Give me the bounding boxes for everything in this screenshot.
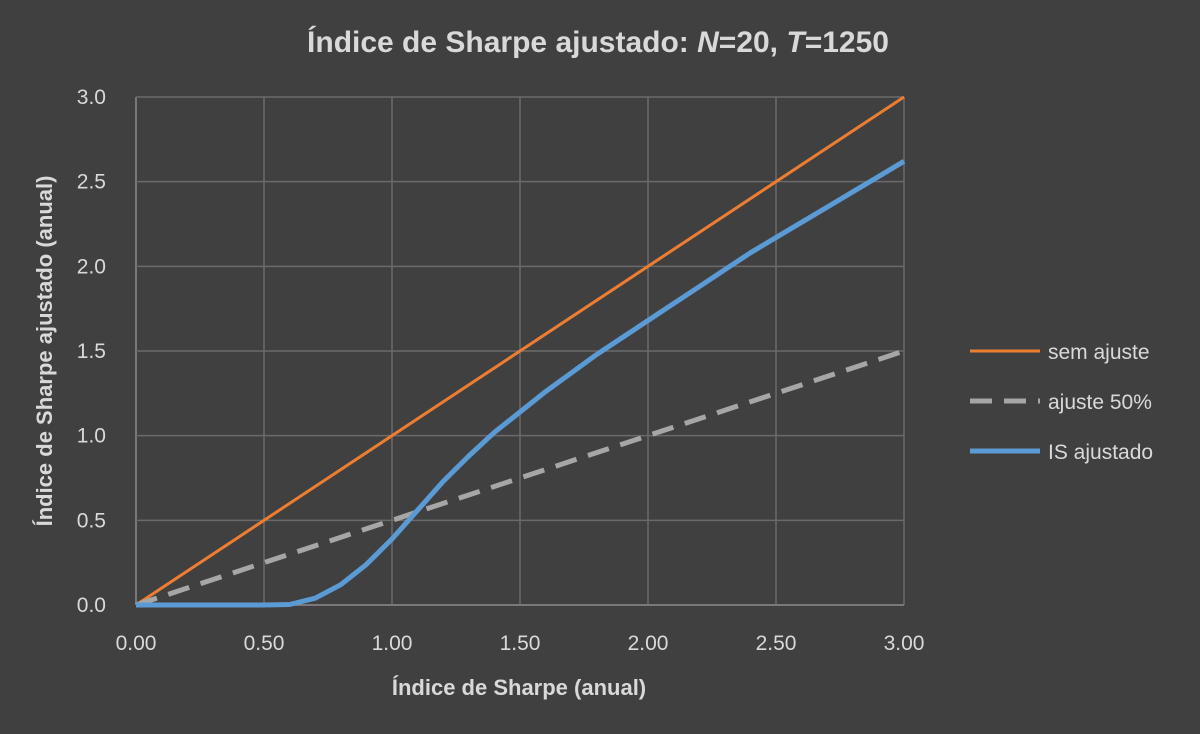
x-tick-label: 2.00 <box>628 632 669 655</box>
y-tick-label: 1.5 <box>77 340 106 363</box>
y-tick-label: 0.5 <box>77 509 106 532</box>
legend-label: IS ajustado <box>1048 441 1153 464</box>
legend: sem ajuste ajuste 50% IS ajustado <box>970 341 1153 464</box>
chart-title-t-var: T <box>786 26 807 59</box>
tick-labels: 0.00 0.50 1.00 1.50 2.00 2.50 3.00 0.0 0.5 1.0 1.5… <box>77 86 925 655</box>
y-axis-label: Índice de Sharpe ajustado (anual) <box>32 176 57 527</box>
series-line-is-ajustado <box>136 159 906 608</box>
x-tick-label: 0.50 <box>244 632 285 655</box>
x-tick-label: 1.50 <box>500 632 541 655</box>
x-tick-label: 2.50 <box>756 632 797 655</box>
y-tick-label: 2.5 <box>77 171 106 194</box>
legend-label: ajuste 50% <box>1048 391 1152 414</box>
x-tick-label: 1.00 <box>372 632 413 655</box>
chart-title-n-value: =20, <box>719 26 787 59</box>
y-tick-label: 1.0 <box>77 425 106 448</box>
chart-title-n-var: N <box>697 26 720 59</box>
x-tick-label: 0.00 <box>116 632 157 655</box>
y-tick-label: 2.0 <box>77 255 106 278</box>
series-lines <box>135 95 906 608</box>
y-tick-label: 0.0 <box>77 594 106 617</box>
chart-title: Índice de Sharpe ajustado: N=20, T=1250 <box>307 25 889 59</box>
x-tick-label: 3.00 <box>884 632 925 655</box>
legend-label: sem ajuste <box>1048 341 1150 364</box>
chart-title-t-value: =1250 <box>805 26 889 59</box>
y-tick-label: 3.0 <box>77 86 106 109</box>
x-axis-label: Índice de Sharpe (anual) <box>392 675 646 700</box>
chart-title-prefix: Índice de Sharpe ajustado: <box>307 25 697 59</box>
series-line-sem-ajuste <box>135 95 905 607</box>
